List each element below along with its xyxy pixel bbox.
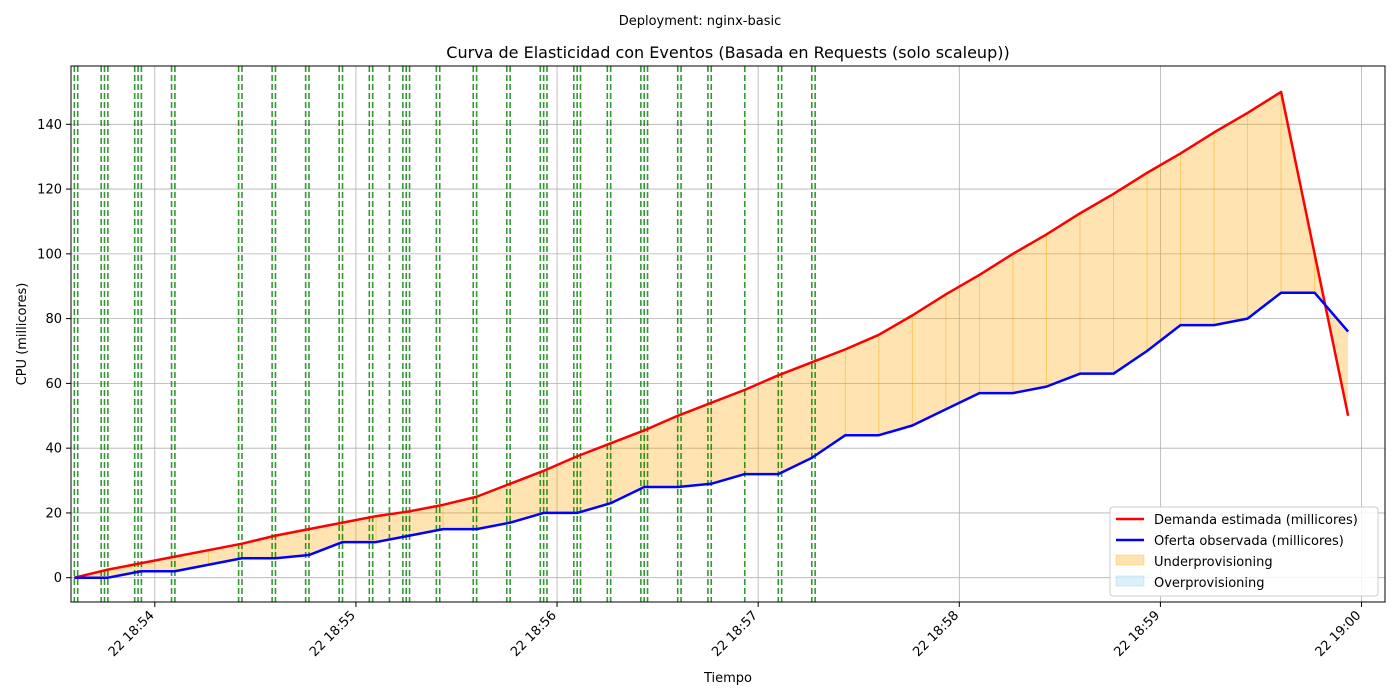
x-axis-label: Tiempo: [703, 671, 752, 686]
event-lines: [73, 66, 816, 602]
y-tick-label-2: 40: [45, 442, 62, 457]
y-tick-label-7: 140: [37, 118, 62, 133]
legend-label-under: Underprovisioning: [1154, 555, 1273, 570]
legend-swatch-over: [1115, 575, 1145, 587]
plot-frame: [70, 65, 1386, 603]
legend-label-supply: Oferta observada (millicores): [1154, 534, 1344, 549]
legend-label-over: Overprovisioning: [1154, 576, 1265, 591]
y-axis-label: CPU (millicores): [15, 283, 30, 386]
y-tick-label-1: 20: [45, 506, 62, 521]
demand-line: [74, 90, 1350, 579]
y-tick-label-5: 100: [37, 247, 62, 262]
legend-swatch-under: [1115, 554, 1145, 566]
y-tick-label-6: 120: [37, 183, 62, 198]
supply-line: [74, 291, 1350, 579]
y-tick-label-0: 0: [54, 571, 62, 586]
legend-box: [1109, 506, 1379, 597]
chart-title: Curva de Elasticidad con Eventos (Basada…: [446, 43, 1009, 62]
y-tick-label-3: 60: [45, 377, 62, 392]
y-axis-ticks: 0 20 40 60 80 100 120 140: [37, 118, 71, 586]
chart-suptitle: Deployment: nginx-basic: [619, 14, 782, 29]
y-tick-label-4: 80: [45, 312, 62, 327]
series-lines: [74, 90, 1350, 579]
legend: Demanda estimada (millicores) Oferta obs…: [1109, 506, 1379, 597]
legend-label-demand: Demanda estimada (millicores): [1154, 513, 1358, 528]
